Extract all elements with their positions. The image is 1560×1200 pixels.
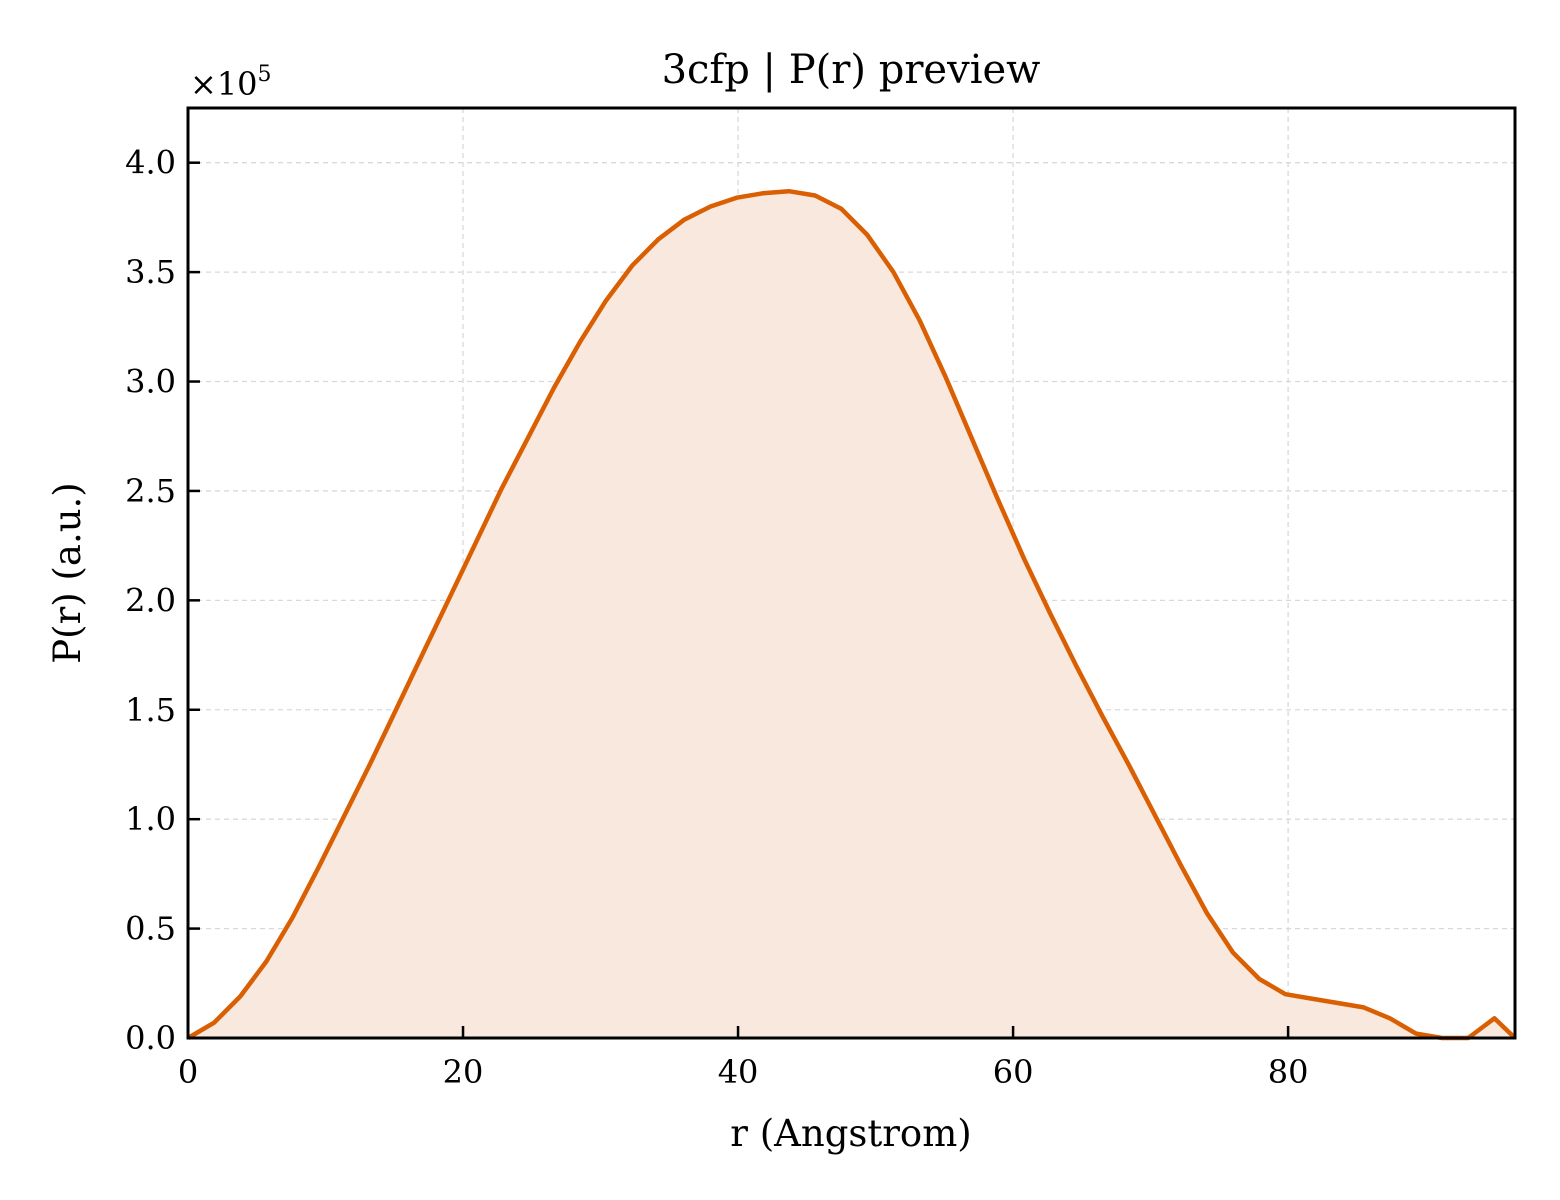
y-tick-label: 1.0: [125, 800, 176, 838]
plot-frame: [186, 106, 1517, 1040]
y-tick-label: 1.5: [125, 691, 176, 729]
y-tick-label: 0.0: [125, 1019, 176, 1057]
y-tick-label: 0.5: [125, 910, 176, 948]
x-tick-label: 60: [993, 1053, 1034, 1091]
y-offset-label: ×105: [190, 62, 272, 103]
area-fill: [188, 191, 1515, 1038]
x-tick-label: 0: [178, 1053, 198, 1091]
x-tick-label: 80: [1268, 1053, 1309, 1091]
series-line: [186, 188, 1517, 1041]
y-tick-label: 2.5: [125, 472, 176, 510]
axis-tick-labels: 0 20 40 60 80 0.0 0.5 1.0 1.5 2.0 2.5 3.0 3.5 4.0: [125, 144, 1308, 1091]
y-offset-exponent: 5: [258, 62, 272, 87]
x-tick-label: 20: [443, 1053, 484, 1091]
y-tick-label: 4.0: [125, 144, 176, 182]
chart-title: 3cfp | P(r) preview: [662, 47, 1041, 93]
y-tick-label: 3.0: [125, 363, 176, 401]
axis-ticks: [186, 161, 1290, 1040]
y-tick-label: 3.5: [125, 253, 176, 291]
x-tick-label: 40: [718, 1053, 759, 1091]
y-axis-label: P(r) (a.u.): [46, 482, 89, 664]
y-tick-label: 2.0: [125, 581, 176, 619]
y-offset-prefix: ×10: [190, 65, 258, 103]
x-axis-label: r (Angstrom): [730, 1112, 971, 1155]
